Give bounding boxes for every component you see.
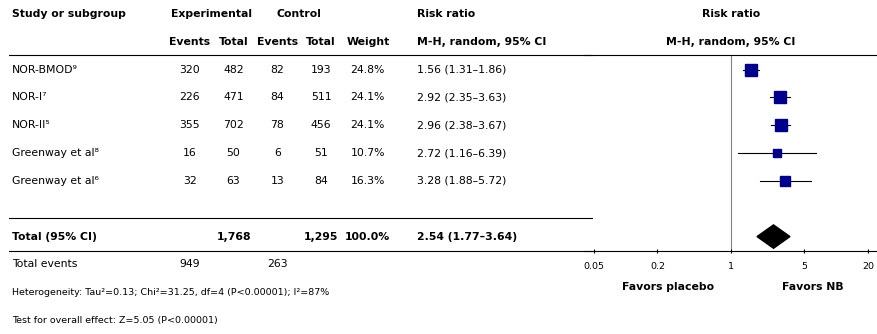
Text: Events: Events xyxy=(169,37,210,47)
Text: 20: 20 xyxy=(861,262,873,271)
Text: 16: 16 xyxy=(182,148,196,158)
Text: 32: 32 xyxy=(182,176,196,186)
Text: 84: 84 xyxy=(270,93,284,103)
Text: 82: 82 xyxy=(270,64,284,74)
Text: Study or subgroup: Study or subgroup xyxy=(11,9,125,19)
Text: 3.28 (1.88–5.72): 3.28 (1.88–5.72) xyxy=(417,176,506,186)
Text: M-H, random, 95% CI: M-H, random, 95% CI xyxy=(666,37,795,47)
Text: 78: 78 xyxy=(270,120,284,130)
Text: Heterogeneity: Tau²=0.13; Chi²=31.25, df=4 (P<0.00001); I²=87%: Heterogeneity: Tau²=0.13; Chi²=31.25, df… xyxy=(11,288,329,297)
Text: 63: 63 xyxy=(226,176,240,186)
Text: 1,295: 1,295 xyxy=(303,231,338,241)
Text: Greenway et al⁸: Greenway et al⁸ xyxy=(11,148,98,158)
Text: 1: 1 xyxy=(727,262,733,271)
Text: Experimental: Experimental xyxy=(171,9,252,19)
Text: NOR-BMOD⁹: NOR-BMOD⁹ xyxy=(11,64,77,74)
Text: Favors placebo: Favors placebo xyxy=(621,282,713,292)
Text: 2.92 (2.35–3.63): 2.92 (2.35–3.63) xyxy=(417,93,506,103)
Text: Events: Events xyxy=(256,37,297,47)
Text: 949: 949 xyxy=(179,260,200,270)
Text: Total (95% CI): Total (95% CI) xyxy=(11,231,96,241)
Text: 2.54 (1.77–3.64): 2.54 (1.77–3.64) xyxy=(417,231,517,241)
Text: M-H, random, 95% CI: M-H, random, 95% CI xyxy=(417,37,546,47)
Text: NOR-II⁵: NOR-II⁵ xyxy=(11,120,50,130)
Text: 10.7%: 10.7% xyxy=(350,148,385,158)
Text: 193: 193 xyxy=(310,64,332,74)
Text: 355: 355 xyxy=(179,120,200,130)
Text: 5: 5 xyxy=(801,262,807,271)
Text: 471: 471 xyxy=(223,93,244,103)
Text: 24.1%: 24.1% xyxy=(350,120,385,130)
Text: Risk ratio: Risk ratio xyxy=(701,9,759,19)
Text: Total events: Total events xyxy=(11,260,77,270)
Text: Control: Control xyxy=(276,9,321,19)
Text: 1,768: 1,768 xyxy=(216,231,251,241)
Text: 482: 482 xyxy=(223,64,244,74)
Text: 16.3%: 16.3% xyxy=(350,176,385,186)
Text: Risk ratio: Risk ratio xyxy=(417,9,475,19)
Text: 0.2: 0.2 xyxy=(649,262,664,271)
Text: Weight: Weight xyxy=(346,37,389,47)
Text: 2.96 (2.38–3.67): 2.96 (2.38–3.67) xyxy=(417,120,506,130)
Text: 263: 263 xyxy=(267,260,288,270)
Text: 51: 51 xyxy=(314,148,328,158)
Text: 2.72 (1.16–6.39): 2.72 (1.16–6.39) xyxy=(417,148,506,158)
Text: 50: 50 xyxy=(226,148,240,158)
Text: Test for overall effect: Z=5.05 (P<0.00001): Test for overall effect: Z=5.05 (P<0.000… xyxy=(11,316,217,325)
Text: 702: 702 xyxy=(223,120,244,130)
Text: 84: 84 xyxy=(314,176,328,186)
Text: 24.8%: 24.8% xyxy=(350,64,385,74)
Text: Favors NB: Favors NB xyxy=(781,282,843,292)
Text: 320: 320 xyxy=(179,64,200,74)
Text: Total: Total xyxy=(218,37,248,47)
Text: 6: 6 xyxy=(274,148,281,158)
Text: 0.05: 0.05 xyxy=(583,262,604,271)
Polygon shape xyxy=(756,225,789,248)
Text: 1.56 (1.31–1.86): 1.56 (1.31–1.86) xyxy=(417,64,506,74)
Text: 13: 13 xyxy=(270,176,284,186)
Text: Total: Total xyxy=(306,37,336,47)
Text: 226: 226 xyxy=(179,93,200,103)
Text: 511: 511 xyxy=(310,93,332,103)
Text: 24.1%: 24.1% xyxy=(350,93,385,103)
Text: NOR-I⁷: NOR-I⁷ xyxy=(11,93,47,103)
Text: 456: 456 xyxy=(310,120,332,130)
Text: Greenway et al⁶: Greenway et al⁶ xyxy=(11,176,98,186)
Text: 100.0%: 100.0% xyxy=(345,231,390,241)
